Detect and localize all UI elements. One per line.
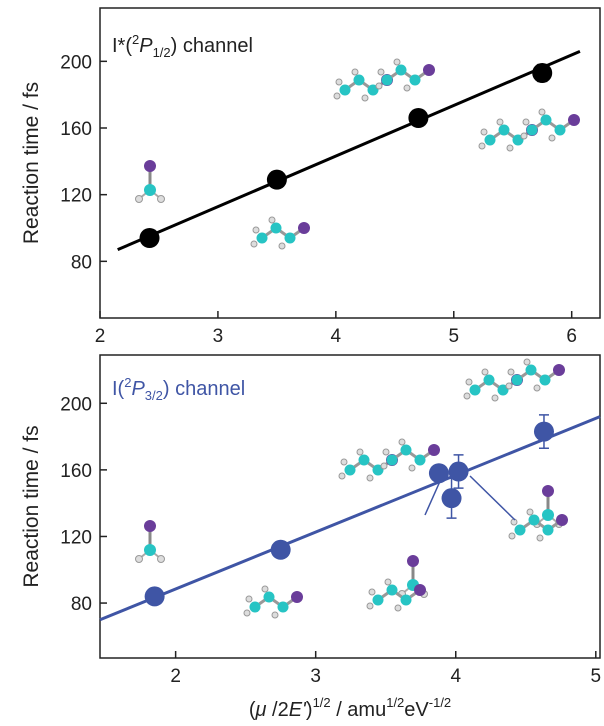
label-part: 1/2 bbox=[313, 695, 331, 710]
data-point bbox=[267, 170, 287, 190]
title-part: I( bbox=[112, 378, 125, 400]
data-point bbox=[140, 228, 160, 248]
label-part: eV bbox=[404, 699, 429, 721]
title-part: ) channel bbox=[171, 35, 253, 57]
title-part: 1/2 bbox=[153, 45, 171, 60]
panel-title: I*(2P1/2) channel bbox=[112, 32, 253, 60]
label-part: /2 bbox=[266, 699, 288, 721]
y-tick-label: 160 bbox=[60, 461, 92, 482]
label-part: -1/2 bbox=[429, 695, 451, 710]
plot-frame bbox=[100, 355, 600, 658]
y-tick-label: 200 bbox=[60, 394, 92, 415]
title-part: ) channel bbox=[163, 378, 245, 400]
title-part: 3/2 bbox=[145, 388, 163, 403]
x-tick-label: 3 bbox=[213, 326, 224, 347]
title-part: P bbox=[131, 378, 145, 400]
fit-line bbox=[100, 417, 600, 620]
y-tick-label: 80 bbox=[71, 252, 92, 273]
label-part: / amu bbox=[331, 699, 387, 721]
y-tick-label: 120 bbox=[60, 527, 92, 548]
y-axis-label: Reaction time / fs bbox=[20, 82, 43, 244]
data-point bbox=[532, 63, 552, 83]
data-point bbox=[534, 422, 554, 442]
x-tick-label: 3 bbox=[310, 666, 321, 687]
panel-title: I(2P3/2) channel bbox=[112, 375, 245, 403]
title-part: 2 bbox=[124, 375, 131, 390]
y-tick-label: 120 bbox=[60, 186, 92, 207]
page: I*(2P1/2) channel I(2P3/2) channel (μ /2… bbox=[0, 0, 604, 726]
title-part: P bbox=[139, 35, 153, 57]
x-tick-label: 5 bbox=[448, 326, 459, 347]
title-part: 2 bbox=[132, 32, 139, 47]
x-tick-label: 2 bbox=[170, 666, 181, 687]
x-tick-label: 5 bbox=[591, 666, 602, 687]
data-point bbox=[271, 540, 291, 560]
title-part: I*( bbox=[112, 35, 132, 57]
data-point bbox=[408, 108, 428, 128]
data-point bbox=[442, 488, 462, 508]
y-tick-label: 80 bbox=[71, 594, 92, 615]
data-point bbox=[429, 463, 449, 483]
label-part: ) bbox=[306, 699, 313, 721]
molecule-decor bbox=[136, 59, 581, 618]
x-tick-label: 2 bbox=[95, 326, 106, 347]
x-tick-label: 4 bbox=[450, 666, 461, 687]
label-part: μ bbox=[255, 699, 267, 721]
y-axis-label: Reaction time / fs bbox=[20, 425, 43, 587]
label-part: 1/2 bbox=[386, 695, 404, 710]
x-tick-label: 6 bbox=[566, 326, 577, 347]
x-axis-label: (μ /2E')1/2 / amu1/2eV-1/2 bbox=[249, 695, 451, 721]
data-point bbox=[449, 462, 469, 482]
y-tick-label: 200 bbox=[60, 52, 92, 73]
y-tick-label: 160 bbox=[60, 119, 92, 140]
data-point bbox=[145, 586, 165, 606]
x-tick-label: 4 bbox=[331, 326, 342, 347]
label-part: E' bbox=[289, 699, 307, 721]
figure: I*(2P1/2) channel I(2P3/2) channel (μ /2… bbox=[0, 0, 604, 726]
